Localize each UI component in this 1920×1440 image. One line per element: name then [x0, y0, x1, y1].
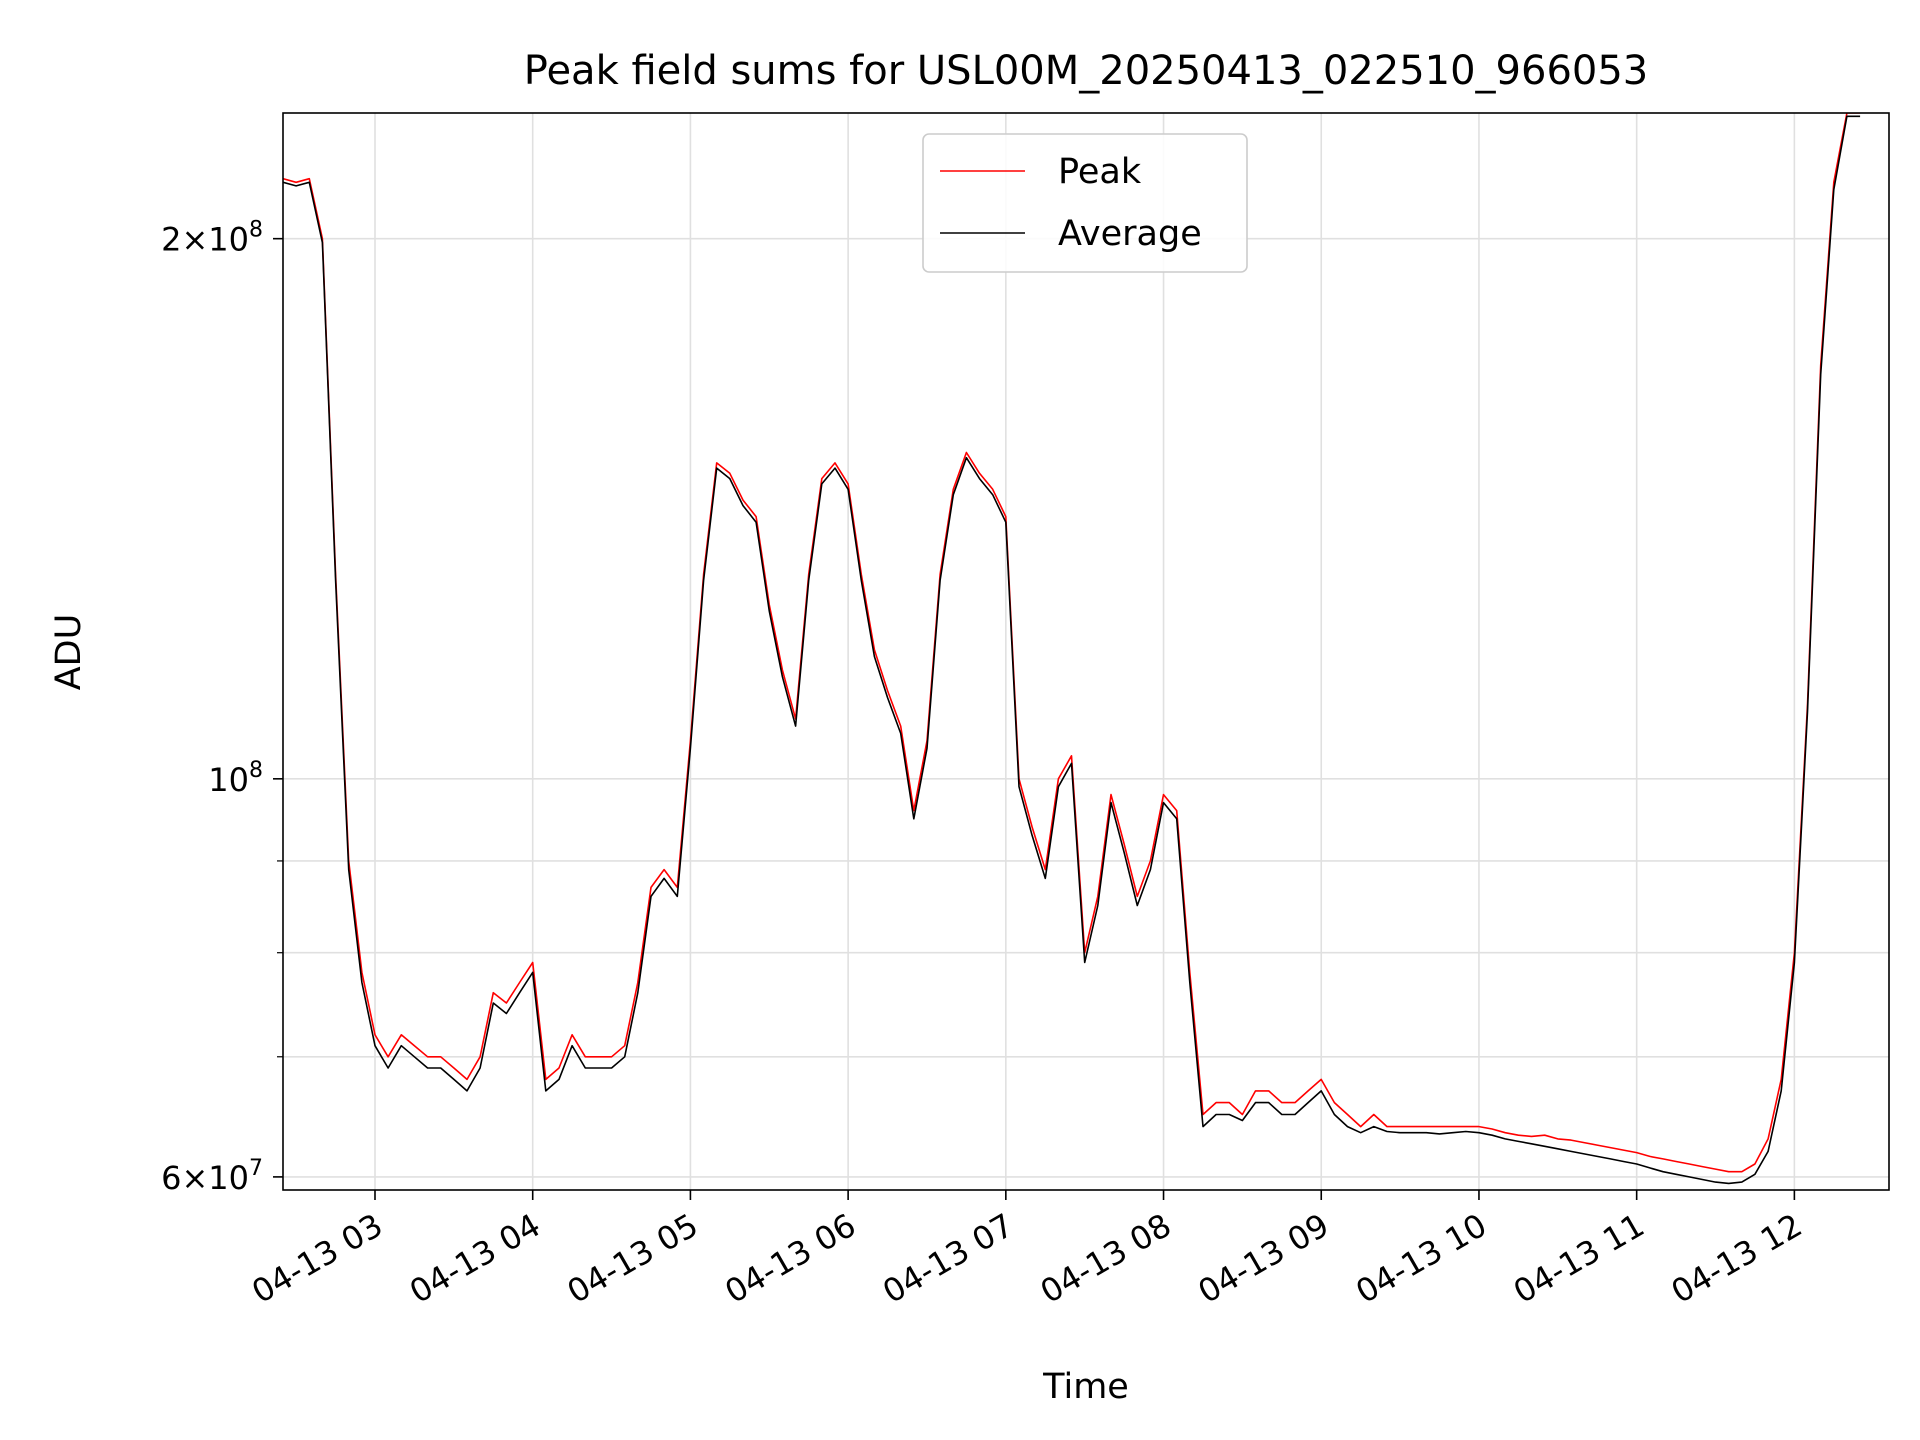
- series-line-peak: [283, 113, 1861, 1173]
- series-line-average: [283, 115, 1861, 1185]
- legend-label-average: Average: [1058, 214, 1202, 254]
- x-axis-label: Time: [1042, 1367, 1129, 1407]
- legend-box: [922, 133, 1248, 273]
- legend-label-peak: Peak: [1058, 152, 1142, 192]
- y-axis-ticks: 6×107 108 2×108: [161, 218, 283, 1197]
- y-tick-label: 2×108: [161, 218, 263, 259]
- y-tick-label: 6×107: [161, 1156, 263, 1197]
- legend: Peak Average: [922, 133, 1248, 273]
- y-tick-label: 108: [208, 758, 263, 799]
- chart-title: Peak field sums for USL00M_20250413_0225…: [524, 48, 1649, 94]
- y-axis-label: ADU: [49, 614, 89, 691]
- grid: [283, 113, 1889, 1190]
- series-layer: [283, 113, 1861, 1185]
- plot-frame: [282, 112, 1890, 1191]
